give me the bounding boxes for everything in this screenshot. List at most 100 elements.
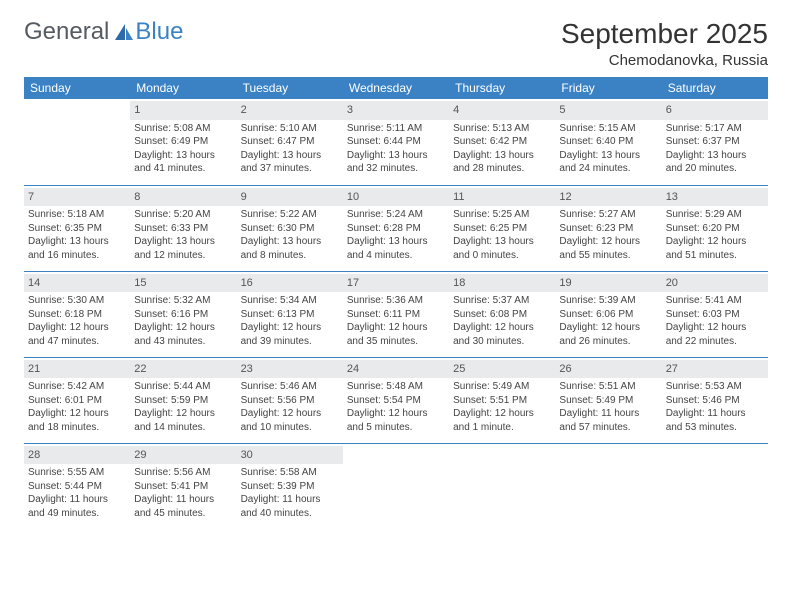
- sunrise-text: Sunrise: 5:37 AM: [453, 294, 551, 308]
- sunset-text: Sunset: 5:59 PM: [134, 394, 232, 408]
- calendar-week-row: 14Sunrise: 5:30 AMSunset: 6:18 PMDayligh…: [24, 271, 768, 357]
- sunrise-text: Sunrise: 5:18 AM: [28, 208, 126, 222]
- calendar-cell: 4Sunrise: 5:13 AMSunset: 6:42 PMDaylight…: [449, 99, 555, 185]
- sunrise-text: Sunrise: 5:53 AM: [666, 380, 764, 394]
- sunrise-text: Sunrise: 5:32 AM: [134, 294, 232, 308]
- sunset-text: Sunset: 6:16 PM: [134, 308, 232, 322]
- sunrise-text: Sunrise: 5:17 AM: [666, 122, 764, 136]
- calendar-cell: 24Sunrise: 5:48 AMSunset: 5:54 PMDayligh…: [343, 357, 449, 443]
- calendar-cell: 1Sunrise: 5:08 AMSunset: 6:49 PMDaylight…: [130, 99, 236, 185]
- day-number: 11: [449, 188, 555, 207]
- daylight-text: Daylight: 11 hours and 49 minutes.: [28, 493, 126, 520]
- daylight-text: Daylight: 12 hours and 18 minutes.: [28, 407, 126, 434]
- calendar-cell: 14Sunrise: 5:30 AMSunset: 6:18 PMDayligh…: [24, 271, 130, 357]
- day-header: Thursday: [449, 77, 555, 99]
- sunrise-text: Sunrise: 5:39 AM: [559, 294, 657, 308]
- sunrise-text: Sunrise: 5:41 AM: [666, 294, 764, 308]
- day-number: 27: [662, 360, 768, 379]
- sunset-text: Sunset: 5:46 PM: [666, 394, 764, 408]
- calendar-cell: 21Sunrise: 5:42 AMSunset: 6:01 PMDayligh…: [24, 357, 130, 443]
- calendar-cell: 23Sunrise: 5:46 AMSunset: 5:56 PMDayligh…: [237, 357, 343, 443]
- daylight-text: Daylight: 13 hours and 4 minutes.: [347, 235, 445, 262]
- daylight-text: Daylight: 13 hours and 8 minutes.: [241, 235, 339, 262]
- day-number: 23: [237, 360, 343, 379]
- sunset-text: Sunset: 6:49 PM: [134, 135, 232, 149]
- day-number: 16: [237, 274, 343, 293]
- calendar-cell: 20Sunrise: 5:41 AMSunset: 6:03 PMDayligh…: [662, 271, 768, 357]
- day-number: 26: [555, 360, 661, 379]
- daylight-text: Daylight: 13 hours and 41 minutes.: [134, 149, 232, 176]
- sunset-text: Sunset: 6:33 PM: [134, 222, 232, 236]
- calendar-cell: 10Sunrise: 5:24 AMSunset: 6:28 PMDayligh…: [343, 185, 449, 271]
- day-header: Tuesday: [237, 77, 343, 99]
- calendar-cell: 7Sunrise: 5:18 AMSunset: 6:35 PMDaylight…: [24, 185, 130, 271]
- sunrise-text: Sunrise: 5:29 AM: [666, 208, 764, 222]
- daylight-text: Daylight: 11 hours and 40 minutes.: [241, 493, 339, 520]
- sunrise-text: Sunrise: 5:25 AM: [453, 208, 551, 222]
- daylight-text: Daylight: 11 hours and 57 minutes.: [559, 407, 657, 434]
- daylight-text: Daylight: 13 hours and 12 minutes.: [134, 235, 232, 262]
- daylight-text: Daylight: 11 hours and 45 minutes.: [134, 493, 232, 520]
- calendar-cell: 27Sunrise: 5:53 AMSunset: 5:46 PMDayligh…: [662, 357, 768, 443]
- calendar-cell: [662, 443, 768, 529]
- sunrise-text: Sunrise: 5:11 AM: [347, 122, 445, 136]
- sunset-text: Sunset: 6:13 PM: [241, 308, 339, 322]
- brand-sail-icon: [113, 22, 135, 42]
- calendar-cell: 17Sunrise: 5:36 AMSunset: 6:11 PMDayligh…: [343, 271, 449, 357]
- day-number: 28: [24, 446, 130, 465]
- sunrise-text: Sunrise: 5:15 AM: [559, 122, 657, 136]
- sunrise-text: Sunrise: 5:46 AM: [241, 380, 339, 394]
- calendar-cell: 29Sunrise: 5:56 AMSunset: 5:41 PMDayligh…: [130, 443, 236, 529]
- daylight-text: Daylight: 13 hours and 0 minutes.: [453, 235, 551, 262]
- day-header: Saturday: [662, 77, 768, 99]
- sunrise-text: Sunrise: 5:34 AM: [241, 294, 339, 308]
- sunrise-text: Sunrise: 5:22 AM: [241, 208, 339, 222]
- day-number: 2: [237, 101, 343, 120]
- day-number: 30: [237, 446, 343, 465]
- day-number: 3: [343, 101, 449, 120]
- daylight-text: Daylight: 12 hours and 10 minutes.: [241, 407, 339, 434]
- daylight-text: Daylight: 12 hours and 5 minutes.: [347, 407, 445, 434]
- sunrise-text: Sunrise: 5:13 AM: [453, 122, 551, 136]
- sunrise-text: Sunrise: 5:30 AM: [28, 294, 126, 308]
- day-header: Monday: [130, 77, 236, 99]
- sunset-text: Sunset: 5:49 PM: [559, 394, 657, 408]
- day-number: 5: [555, 101, 661, 120]
- daylight-text: Daylight: 13 hours and 28 minutes.: [453, 149, 551, 176]
- sunset-text: Sunset: 6:28 PM: [347, 222, 445, 236]
- sunset-text: Sunset: 5:44 PM: [28, 480, 126, 494]
- calendar-cell: 13Sunrise: 5:29 AMSunset: 6:20 PMDayligh…: [662, 185, 768, 271]
- title-block: September 2025 Chemodanovka, Russia: [561, 18, 768, 69]
- calendar-cell: [449, 443, 555, 529]
- day-number: 6: [662, 101, 768, 120]
- calendar-cell: [24, 99, 130, 185]
- calendar-week-row: 1Sunrise: 5:08 AMSunset: 6:49 PMDaylight…: [24, 99, 768, 185]
- daylight-text: Daylight: 12 hours and 47 minutes.: [28, 321, 126, 348]
- day-header: Friday: [555, 77, 661, 99]
- calendar-cell: 12Sunrise: 5:27 AMSunset: 6:23 PMDayligh…: [555, 185, 661, 271]
- sunrise-text: Sunrise: 5:49 AM: [453, 380, 551, 394]
- calendar-cell: 6Sunrise: 5:17 AMSunset: 6:37 PMDaylight…: [662, 99, 768, 185]
- calendar-week-row: 21Sunrise: 5:42 AMSunset: 6:01 PMDayligh…: [24, 357, 768, 443]
- day-header: Wednesday: [343, 77, 449, 99]
- day-number: 7: [24, 188, 130, 207]
- sunrise-text: Sunrise: 5:27 AM: [559, 208, 657, 222]
- daylight-text: Daylight: 12 hours and 26 minutes.: [559, 321, 657, 348]
- calendar-cell: 5Sunrise: 5:15 AMSunset: 6:40 PMDaylight…: [555, 99, 661, 185]
- calendar-cell: 18Sunrise: 5:37 AMSunset: 6:08 PMDayligh…: [449, 271, 555, 357]
- day-number: 9: [237, 188, 343, 207]
- page-header: General Blue September 2025 Chemodanovka…: [24, 18, 768, 69]
- calendar-cell: 25Sunrise: 5:49 AMSunset: 5:51 PMDayligh…: [449, 357, 555, 443]
- sunset-text: Sunset: 5:54 PM: [347, 394, 445, 408]
- calendar-cell: 11Sunrise: 5:25 AMSunset: 6:25 PMDayligh…: [449, 185, 555, 271]
- day-number: 4: [449, 101, 555, 120]
- sunrise-text: Sunrise: 5:51 AM: [559, 380, 657, 394]
- sunrise-text: Sunrise: 5:24 AM: [347, 208, 445, 222]
- calendar-week-row: 7Sunrise: 5:18 AMSunset: 6:35 PMDaylight…: [24, 185, 768, 271]
- calendar-cell: 15Sunrise: 5:32 AMSunset: 6:16 PMDayligh…: [130, 271, 236, 357]
- daylight-text: Daylight: 12 hours and 55 minutes.: [559, 235, 657, 262]
- month-title: September 2025: [561, 18, 768, 50]
- sunrise-text: Sunrise: 5:48 AM: [347, 380, 445, 394]
- sunset-text: Sunset: 6:03 PM: [666, 308, 764, 322]
- day-number: 15: [130, 274, 236, 293]
